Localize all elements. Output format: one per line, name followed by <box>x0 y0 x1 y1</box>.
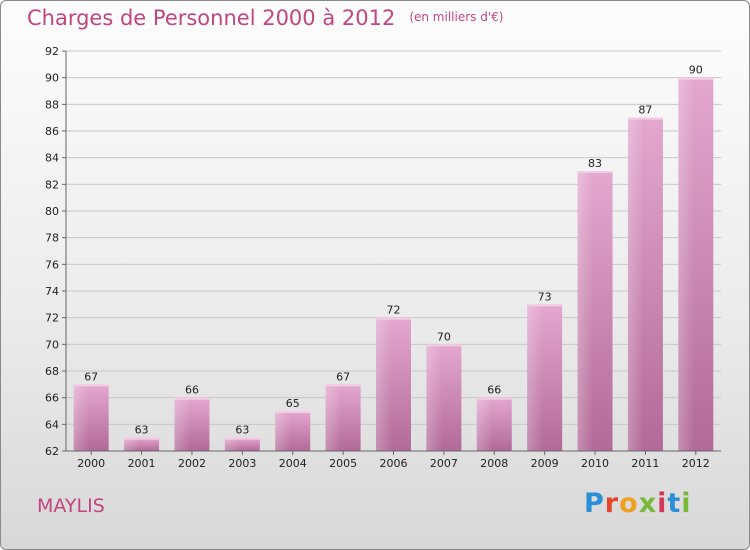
title-text: Charges de Personnel 2000 à 2012 <box>27 6 396 30</box>
bar-highlight <box>678 77 695 452</box>
bar-top-edge <box>174 397 210 400</box>
commune-name: MAYLIS <box>37 495 105 517</box>
logo-letter: P <box>584 488 605 519</box>
bar-highlight <box>426 344 443 451</box>
unit-label: (en milliers d'€) <box>409 10 504 24</box>
y-tick-label: 66 <box>45 392 59 405</box>
data-label: 70 <box>437 330 451 343</box>
y-tick-label: 78 <box>45 232 59 245</box>
y-tick-label: 74 <box>45 285 59 298</box>
x-tick-label: 2008 <box>480 457 508 470</box>
bar-top-edge <box>527 304 563 307</box>
y-tick-label: 80 <box>45 205 59 218</box>
y-tick-label: 70 <box>45 338 59 351</box>
bar-top-edge <box>376 317 411 320</box>
y-tick-label: 84 <box>45 152 59 165</box>
data-label: 63 <box>235 424 249 437</box>
logo-letter: t <box>667 488 682 519</box>
y-tick-label: 64 <box>45 418 59 431</box>
logo-letter: x <box>638 488 658 519</box>
bar-highlight <box>627 117 644 452</box>
data-label: 67 <box>84 370 98 383</box>
bar-highlight <box>376 317 392 451</box>
x-tick-label: 2004 <box>279 457 307 470</box>
bar-highlight <box>275 411 291 451</box>
logo-letter: o <box>619 488 639 519</box>
data-label: 87 <box>638 104 652 117</box>
bar-top-edge <box>426 344 462 347</box>
y-tick-label: 86 <box>45 125 59 138</box>
data-label: 67 <box>336 370 350 383</box>
y-tick-label: 72 <box>45 312 59 325</box>
bar-highlight <box>476 397 493 451</box>
y-tick-label: 88 <box>45 98 59 111</box>
bar-highlight <box>224 437 241 451</box>
data-label: 63 <box>135 424 149 437</box>
bar-highlight <box>325 384 342 451</box>
x-tick-label: 2007 <box>430 457 458 470</box>
data-label: 83 <box>588 157 602 170</box>
bar-highlight <box>527 304 543 451</box>
x-tick-label: 2012 <box>682 457 710 470</box>
logo-letter: r <box>604 488 620 519</box>
bar-top-edge <box>627 117 663 120</box>
proxiti-logo: Proxiti <box>584 488 692 519</box>
logo-letter: i <box>657 488 668 519</box>
bar-top-edge <box>577 171 613 173</box>
y-tick-label: 62 <box>45 445 59 458</box>
x-tick-label: 2010 <box>581 457 609 470</box>
data-label: 73 <box>538 290 552 303</box>
y-tick-label: 82 <box>45 178 59 191</box>
y-tick-label: 76 <box>45 258 59 271</box>
bar-top-edge <box>275 411 311 413</box>
x-tick-label: 2001 <box>128 457 156 470</box>
bar-highlight <box>174 397 191 451</box>
bar-top-edge <box>325 384 361 387</box>
x-tick-label: 2000 <box>77 457 105 470</box>
data-label: 66 <box>487 384 501 397</box>
y-tick-label: 68 <box>45 365 59 378</box>
bar-top-edge <box>224 437 260 440</box>
x-tick-label: 2003 <box>228 457 256 470</box>
bar-highlight <box>73 384 90 451</box>
chart-title: Charges de Personnel 2000 à 2012 (en mill… <box>27 6 503 30</box>
bar-top-edge <box>73 384 109 387</box>
y-tick-label: 90 <box>45 72 59 85</box>
bar-top-edge <box>124 437 160 440</box>
bar-top-edge <box>678 77 714 80</box>
data-label: 72 <box>387 304 401 317</box>
y-tick-label: 92 <box>45 45 59 58</box>
data-label: 65 <box>286 397 300 410</box>
bar-top-edge <box>476 397 512 400</box>
data-label: 90 <box>689 64 703 77</box>
logo-letter: i <box>681 488 692 519</box>
x-tick-label: 2011 <box>631 457 659 470</box>
x-tick-label: 2006 <box>380 457 408 470</box>
bar-highlight <box>124 437 140 451</box>
data-label: 66 <box>185 384 199 397</box>
x-tick-label: 2002 <box>178 457 206 470</box>
x-tick-label: 2009 <box>531 457 559 470</box>
x-tick-label: 2005 <box>329 457 357 470</box>
bar-highlight <box>577 171 594 451</box>
